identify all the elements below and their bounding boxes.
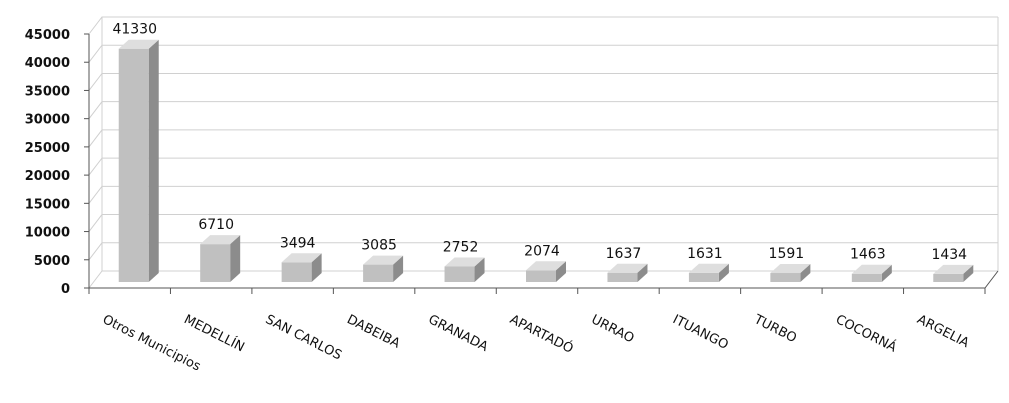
bar-side [148, 39, 159, 282]
gridline [88, 72, 998, 91]
bar-top [200, 235, 241, 245]
bar-front [200, 244, 231, 282]
bar-front [118, 48, 149, 282]
bar [118, 39, 159, 282]
x-category-label: COCORNÁ [833, 311, 899, 355]
gridline [88, 185, 998, 204]
y-tick-label: 10000 [25, 226, 70, 241]
bar [933, 264, 974, 282]
bar [444, 257, 485, 282]
bar-top [281, 253, 322, 263]
data-label: 1463 [850, 247, 886, 263]
bar-top [688, 263, 729, 273]
bar-top [933, 264, 974, 274]
data-label: 2752 [443, 239, 479, 255]
bar [200, 235, 241, 282]
y-tick-label: 15000 [25, 197, 70, 212]
bar-top [444, 257, 485, 267]
data-label: 1631 [687, 246, 723, 262]
x-category-label: URRAO [589, 312, 637, 346]
data-label: 1591 [769, 246, 805, 262]
bar-side [474, 257, 485, 282]
y-tick-label: 35000 [25, 84, 70, 99]
bar [363, 255, 404, 282]
data-label: 6710 [198, 217, 234, 233]
axes [84, 17, 999, 294]
y-tick-label: 0 [61, 282, 70, 297]
y-tick-label: 40000 [25, 56, 70, 71]
data-label: 3085 [361, 238, 397, 254]
bar [526, 261, 566, 282]
bars [118, 39, 974, 282]
y-tick-labels: 0 5000 10000 15000 20000 25000 30000 35000 40000… [25, 28, 70, 297]
y-tick-label: 25000 [25, 141, 70, 156]
x-category-label: ITUANGO [670, 312, 730, 353]
bar-top [526, 261, 566, 271]
bar-side [800, 264, 811, 282]
bar-top [770, 264, 811, 274]
x-category-label: MEDELLÍN [181, 311, 247, 355]
bar-front [281, 262, 312, 282]
bar-top [363, 255, 404, 265]
data-label: 1434 [931, 247, 967, 263]
bar [851, 264, 892, 282]
gridline [88, 44, 998, 63]
data-label: 3494 [280, 235, 316, 251]
gridline [88, 129, 998, 148]
y-tick-label: 45000 [25, 28, 70, 43]
y-tick-label: 30000 [25, 113, 70, 128]
data-label: 2074 [524, 243, 560, 259]
bar-front [607, 272, 638, 282]
bar-top [851, 264, 892, 274]
bar-front [933, 273, 964, 282]
bar-side [311, 253, 322, 282]
bar-top [607, 263, 648, 273]
gridline [88, 101, 998, 119]
x-category-label: DABEIBA [344, 312, 402, 351]
bar-front [444, 266, 475, 282]
x-category-label: SAN CARLOS [263, 312, 344, 363]
bar-front [770, 273, 801, 282]
bar [607, 263, 648, 282]
bar-side [637, 263, 648, 282]
bar-top [118, 39, 159, 49]
bar-side [556, 261, 566, 282]
bar [770, 264, 811, 282]
y-tick-label: 5000 [34, 254, 70, 269]
bar-side [963, 264, 974, 282]
bar [688, 263, 729, 282]
bar-front [526, 270, 556, 282]
data-label: 41330 [112, 22, 157, 38]
gridline [88, 16, 998, 35]
x-category-label: APARTADÓ [507, 311, 576, 357]
x-category-label: ARGELIA [914, 312, 971, 351]
bar-side [881, 264, 892, 282]
bar-side [393, 255, 404, 282]
bar-front [363, 264, 394, 282]
y-tick-label: 20000 [25, 169, 70, 184]
bar-side [230, 235, 241, 282]
bar-front [688, 272, 719, 282]
bar-side [718, 263, 729, 282]
bar [281, 253, 322, 282]
x-category-label: TURBO [751, 312, 799, 346]
data-labels: 41330 6710 3494 3085 2752 2074 1637 1631 1591 146… [112, 22, 967, 263]
gridline [88, 157, 998, 176]
bar-front [851, 273, 882, 282]
data-label: 1637 [606, 246, 642, 262]
x-category-label: GRANADA [426, 312, 491, 355]
